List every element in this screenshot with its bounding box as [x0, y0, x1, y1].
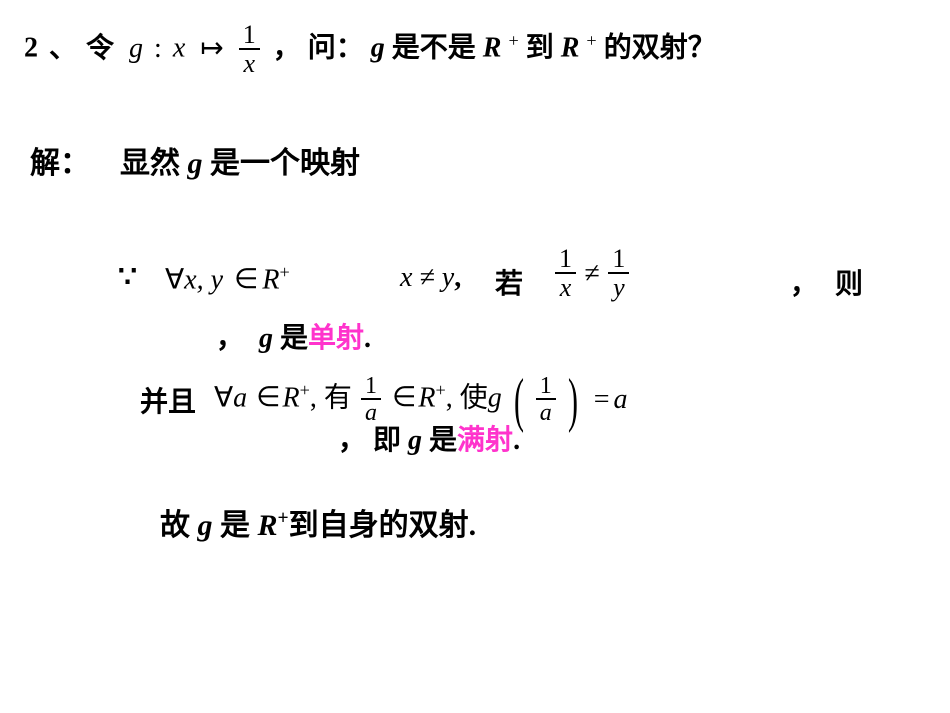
xney-comma: ,: [454, 262, 461, 293]
c2: ,: [446, 382, 453, 413]
ruo: 若: [495, 262, 523, 302]
bingqie: 并且: [140, 380, 196, 420]
xt2: 是一个映射: [203, 147, 361, 180]
dot: .: [364, 323, 371, 354]
plus2: +: [586, 30, 596, 50]
ze: 则: [835, 269, 863, 300]
xy: x, y: [184, 264, 223, 295]
shi: 是: [213, 509, 258, 542]
d1: x: [555, 274, 576, 303]
manshe: 满射: [457, 425, 513, 456]
because: ∵: [118, 260, 137, 295]
frac-den: x: [239, 50, 260, 79]
g: g: [188, 147, 203, 180]
x: x: [173, 33, 185, 64]
forall-xy: ∀x, y ∈R+: [165, 262, 290, 296]
xt: 显然: [120, 147, 188, 180]
n1: 1: [555, 246, 576, 274]
tail: 的双射？: [604, 33, 716, 64]
c: ，: [216, 323, 244, 354]
n2: 1: [608, 246, 629, 274]
ji: 即: [373, 425, 408, 456]
comma: ，: [273, 33, 301, 64]
you: 有: [324, 382, 352, 413]
d2: y: [608, 274, 629, 303]
gu: 故: [160, 509, 198, 542]
sep: 、: [49, 33, 77, 64]
d2: a: [536, 400, 556, 426]
dot: .: [513, 425, 520, 456]
frac-1a-2: 1 a: [536, 374, 556, 426]
line-4: ， g 是单射.: [216, 316, 371, 356]
ling: 令: [86, 33, 114, 64]
mapsto: ↦: [200, 33, 223, 64]
g2: g: [371, 33, 385, 64]
in2: ∈: [392, 382, 416, 413]
a: a: [233, 382, 247, 413]
line-7: 故 g 是 R+到自身的双射.: [160, 500, 476, 544]
g: g: [259, 323, 273, 354]
g: g: [129, 33, 143, 64]
c1: ,: [310, 382, 317, 413]
c2: ，: [790, 269, 818, 300]
n2: 1: [536, 374, 556, 400]
q-number: 2: [24, 33, 38, 64]
R2: R: [418, 382, 435, 413]
frac-1-over-x: 1 x: [239, 22, 260, 79]
n: 1: [361, 374, 381, 400]
p: +: [300, 380, 310, 400]
shi: 是: [280, 323, 308, 354]
frac-1y: 1 y: [608, 246, 629, 303]
because-symbol: ∵: [118, 261, 137, 294]
neq: ≠: [585, 258, 600, 289]
eq: =: [594, 384, 610, 415]
R: R: [283, 382, 300, 413]
fa: ∀: [214, 382, 233, 413]
c: ，: [338, 425, 366, 456]
g: g: [408, 425, 422, 456]
x-ne-y: x ≠ y,: [400, 262, 461, 294]
tail: 到自身的双射.: [289, 509, 477, 542]
p2: +: [435, 380, 445, 400]
comma-ze: ， 则: [790, 262, 863, 302]
g: g: [198, 509, 213, 542]
dao: 到: [526, 33, 554, 64]
plus: +: [280, 262, 290, 282]
R2: R: [561, 33, 580, 64]
xney: x ≠ y: [400, 262, 454, 293]
R1: R: [483, 33, 502, 64]
plus1: +: [508, 30, 518, 50]
in: ∈: [234, 264, 258, 295]
p: +: [278, 508, 289, 529]
shi: 使: [460, 382, 488, 413]
line-6: ， 即 g 是满射.: [338, 418, 520, 458]
frac-1x: 1 x: [555, 246, 576, 303]
mid: 是不是: [392, 33, 483, 64]
danshe: 单射: [308, 323, 364, 354]
wen: 问：: [308, 33, 364, 64]
colon: :: [154, 33, 162, 64]
jie-label: 解：: [30, 138, 90, 182]
R: R: [258, 509, 278, 542]
shi: 是: [429, 425, 457, 456]
in: ∈: [256, 382, 280, 413]
frac-num: 1: [239, 22, 260, 50]
R: R: [262, 264, 279, 295]
frac-1x-ne-1y: 1 x ≠ 1 y: [555, 246, 629, 303]
g: g: [488, 382, 502, 413]
a2: a: [613, 384, 627, 415]
line-1: 2 、 令 g : x ↦ 1 x ， 问： g 是不是 R + 到 R + 的…: [24, 22, 716, 79]
rparen: ): [568, 370, 578, 430]
forall: ∀: [165, 264, 184, 295]
line-2: 显然 g 是一个映射: [120, 138, 360, 182]
